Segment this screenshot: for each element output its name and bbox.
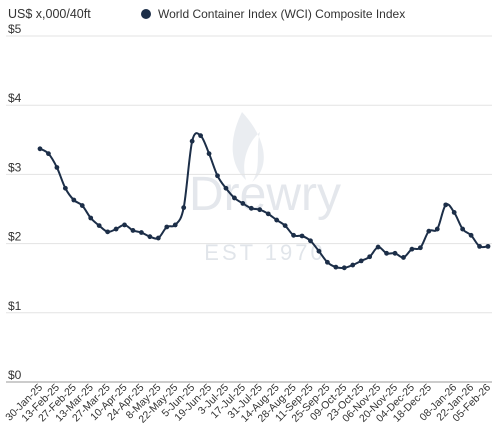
data-point — [325, 259, 330, 265]
series-segment — [199, 134, 211, 155]
data-point — [434, 226, 440, 232]
data-point — [375, 244, 381, 250]
data-point — [181, 205, 187, 211]
data-point — [265, 211, 271, 217]
data-point — [37, 146, 43, 152]
y-tick-label: $4 — [8, 91, 22, 105]
data-point — [54, 165, 60, 170]
data-point — [291, 232, 296, 238]
data-point — [384, 250, 389, 256]
y-tick-label: $0 — [8, 368, 22, 382]
series-segment — [182, 140, 194, 209]
data-point — [257, 207, 263, 213]
data-point — [79, 203, 85, 208]
watermark-flame-logo — [232, 112, 264, 182]
y-tick-label: $5 — [8, 22, 22, 36]
series-lines — [37, 132, 491, 271]
data-point — [282, 223, 288, 229]
legend-marker — [141, 9, 151, 19]
data-point — [206, 151, 212, 157]
data-point — [477, 243, 482, 249]
data-point — [155, 235, 161, 241]
data-point — [333, 264, 339, 270]
data-point — [443, 202, 449, 208]
data-point — [147, 234, 153, 240]
data-point — [189, 138, 195, 144]
data-point — [460, 226, 466, 232]
gridlines — [6, 35, 492, 383]
data-point — [392, 250, 398, 256]
y-tick-label: $1 — [8, 299, 22, 313]
x-axis: 30-Jan-2513-Feb-2527-Feb-2513-Mar-2527-M… — [3, 382, 493, 426]
data-point — [113, 226, 119, 232]
data-point — [316, 248, 322, 254]
data-point — [46, 151, 51, 157]
data-point — [426, 228, 432, 234]
data-point — [248, 205, 254, 211]
data-point — [409, 246, 415, 252]
data-point — [240, 201, 246, 206]
series-segment — [55, 166, 67, 190]
y-tick-label: $2 — [8, 230, 22, 244]
data-point — [223, 185, 229, 191]
data-point — [308, 238, 313, 244]
data-point — [299, 233, 305, 239]
data-point — [62, 185, 68, 191]
data-point — [341, 265, 347, 271]
data-point — [172, 222, 178, 228]
data-point — [358, 258, 364, 264]
y-tick-label: $3 — [8, 160, 22, 174]
chart-header: US$ x,000/40ft World Container Index (WC… — [8, 7, 405, 21]
data-point — [468, 232, 474, 238]
data-point — [105, 229, 111, 235]
watermark-est: EST 1970 — [204, 240, 325, 265]
data-point — [122, 222, 127, 228]
data-point — [485, 243, 491, 249]
data-point — [164, 224, 170, 230]
series-segment — [174, 206, 185, 226]
data-point — [96, 223, 102, 229]
legend-label: World Container Index (WCI) Composite In… — [158, 7, 405, 21]
data-point — [215, 173, 220, 179]
series-segment — [453, 211, 464, 231]
series-segment — [47, 152, 58, 169]
series-segment — [436, 203, 447, 231]
series-segment — [419, 230, 430, 249]
data-point — [232, 195, 237, 201]
y-axis-title: US$ x,000/40ft — [8, 7, 91, 21]
data-point — [71, 197, 77, 203]
data-point — [451, 210, 457, 215]
data-point — [88, 215, 94, 221]
y-axis: $0 $1 $2 $3 $4 $5 — [8, 22, 22, 382]
data-point — [198, 133, 204, 139]
watermark: Drewry EST 1970 — [189, 112, 341, 265]
data-point — [274, 217, 280, 223]
data-point — [367, 254, 373, 260]
data-point — [417, 245, 423, 251]
data-point — [350, 262, 356, 268]
data-point — [139, 230, 144, 235]
data-point — [401, 255, 406, 260]
data-point — [130, 228, 136, 233]
